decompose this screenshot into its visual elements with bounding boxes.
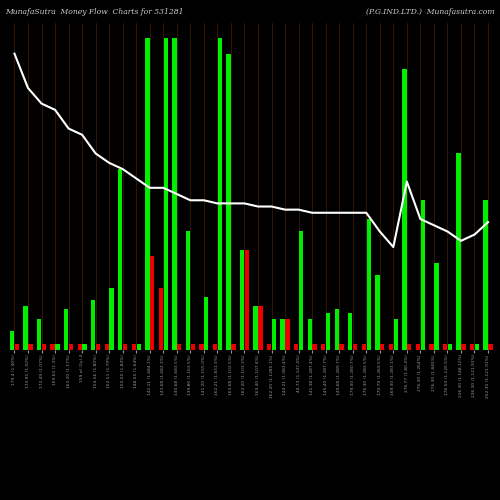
Bar: [186, 232, 190, 350]
Bar: [132, 344, 136, 350]
Bar: [375, 275, 380, 350]
Bar: [136, 344, 141, 350]
Bar: [362, 344, 366, 350]
Bar: [380, 344, 384, 350]
Bar: [475, 344, 479, 350]
Bar: [96, 344, 100, 350]
Bar: [110, 288, 114, 350]
Bar: [267, 344, 272, 350]
Text: (P.G.IND.LTD.)  Munafasutra.com: (P.G.IND.LTD.) Munafasutra.com: [366, 8, 495, 16]
Bar: [272, 319, 276, 350]
Bar: [470, 344, 474, 350]
Bar: [312, 344, 316, 350]
Bar: [82, 344, 86, 350]
Bar: [353, 344, 358, 350]
Bar: [218, 38, 222, 350]
Bar: [123, 344, 128, 350]
Bar: [42, 344, 46, 350]
Bar: [145, 38, 150, 350]
Bar: [420, 200, 425, 350]
Bar: [150, 256, 154, 350]
Bar: [388, 344, 393, 350]
Bar: [340, 344, 344, 350]
Bar: [254, 306, 258, 350]
Bar: [299, 232, 303, 350]
Bar: [280, 319, 285, 350]
Bar: [394, 319, 398, 350]
Bar: [366, 219, 371, 350]
Bar: [326, 312, 330, 350]
Bar: [348, 312, 352, 350]
Bar: [231, 344, 235, 350]
Bar: [64, 310, 68, 350]
Bar: [488, 344, 492, 350]
Bar: [286, 319, 290, 350]
Bar: [204, 297, 208, 350]
Bar: [461, 344, 466, 350]
Bar: [50, 344, 55, 350]
Bar: [294, 344, 298, 350]
Bar: [190, 344, 195, 350]
Bar: [402, 70, 406, 350]
Text: MunafaSutra  Money Flow  Charts for 531281: MunafaSutra Money Flow Charts for 531281: [5, 8, 184, 16]
Bar: [258, 306, 262, 350]
Bar: [321, 344, 326, 350]
Bar: [407, 344, 412, 350]
Bar: [118, 169, 122, 350]
Bar: [430, 344, 434, 350]
Bar: [308, 319, 312, 350]
Bar: [213, 344, 217, 350]
Bar: [91, 300, 96, 350]
Bar: [158, 288, 163, 350]
Bar: [434, 262, 438, 350]
Bar: [69, 344, 73, 350]
Bar: [416, 344, 420, 350]
Bar: [78, 344, 82, 350]
Bar: [37, 319, 42, 350]
Bar: [56, 344, 60, 350]
Bar: [164, 38, 168, 350]
Bar: [177, 344, 182, 350]
Bar: [28, 344, 32, 350]
Bar: [226, 54, 230, 350]
Bar: [24, 306, 28, 350]
Bar: [172, 38, 176, 350]
Bar: [245, 250, 249, 350]
Bar: [104, 344, 109, 350]
Bar: [456, 154, 460, 350]
Bar: [14, 344, 19, 350]
Bar: [10, 332, 14, 350]
Bar: [443, 344, 447, 350]
Bar: [200, 344, 203, 350]
Bar: [448, 344, 452, 350]
Bar: [334, 310, 339, 350]
Bar: [484, 200, 488, 350]
Bar: [240, 250, 244, 350]
